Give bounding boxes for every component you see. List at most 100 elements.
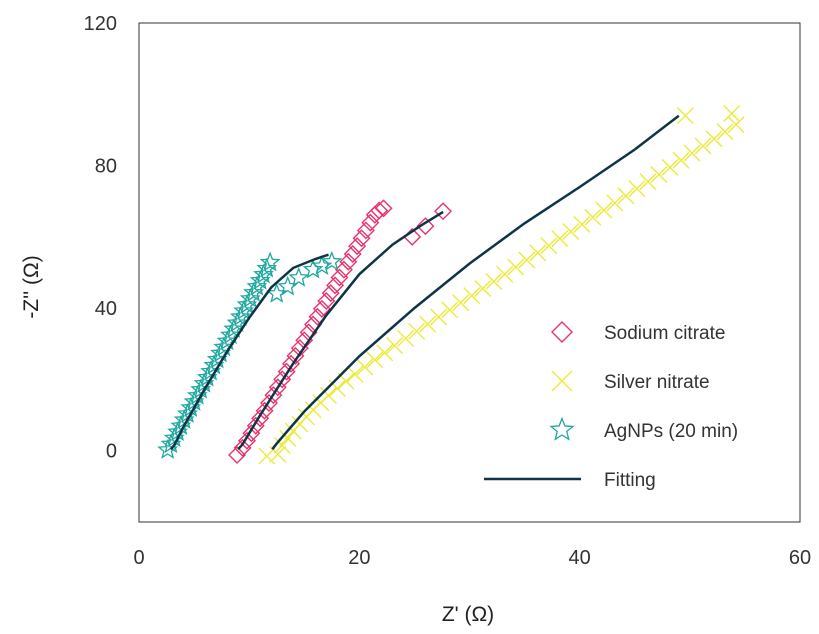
data-point [551, 321, 573, 343]
data-point [606, 194, 624, 212]
data-point [312, 299, 331, 318]
data-point [268, 378, 287, 397]
data-point [727, 116, 745, 134]
data-point [356, 221, 375, 240]
data-point [628, 180, 646, 198]
data-point [233, 438, 252, 457]
x-tick-label: 40 [569, 547, 591, 569]
data-point [562, 223, 580, 241]
data-point [249, 269, 271, 290]
data-point [256, 257, 278, 278]
x-tick-label: 0 [133, 547, 144, 569]
data-point [346, 365, 364, 383]
data-point [302, 258, 324, 279]
data-point [228, 446, 247, 464]
data-point [595, 201, 613, 219]
y-tick-label: 40 [95, 298, 117, 320]
data-point [705, 130, 723, 148]
data-point [308, 307, 327, 326]
data-point [282, 354, 301, 373]
data-point [343, 244, 362, 263]
data-point [356, 358, 374, 376]
y-tick-label: 0 [106, 441, 117, 463]
data-point [374, 199, 393, 218]
fit-line [237, 210, 444, 451]
legend-label: AgNPs (20 min) [604, 421, 738, 442]
data-point [408, 322, 426, 340]
data-point [723, 105, 741, 123]
fit-line [169, 253, 329, 451]
series-silver-nitrate [258, 105, 745, 465]
data-point [273, 370, 292, 389]
plot-border [138, 22, 801, 523]
data-point [279, 429, 297, 447]
data-point [163, 427, 185, 448]
data-point [650, 165, 668, 183]
data-point [255, 401, 274, 420]
data-point [233, 300, 255, 320]
data-point [661, 158, 679, 176]
y-tick-label: 120 [84, 13, 117, 35]
data-point [370, 201, 389, 220]
data-point [258, 447, 276, 465]
y-axis-title: -Z'' (Ω) [20, 255, 43, 318]
data-point [288, 266, 310, 287]
data-point [352, 229, 371, 248]
data-point [246, 416, 265, 435]
data-point [474, 280, 492, 298]
data-point [361, 213, 380, 232]
data-point [416, 217, 435, 236]
data-point [366, 351, 384, 369]
data-point [319, 386, 337, 404]
data-point [430, 308, 448, 326]
data-point [264, 386, 283, 405]
data-point [259, 251, 281, 272]
data-point [251, 409, 270, 428]
data-point [226, 312, 248, 332]
data-point [260, 393, 278, 412]
data-point [239, 287, 261, 308]
x-tick-label: 20 [348, 547, 370, 569]
data-point [243, 281, 265, 302]
series-fitting [169, 114, 680, 451]
data-point [716, 123, 734, 141]
data-point [253, 263, 274, 284]
data-point [434, 202, 453, 221]
data-point [551, 370, 573, 392]
data-point [397, 329, 415, 347]
data-point [419, 315, 437, 333]
data-point [317, 292, 336, 311]
data-point [277, 362, 296, 381]
data-point [237, 431, 256, 450]
data-point [549, 416, 575, 441]
data-point [639, 173, 657, 191]
data-point [672, 151, 690, 169]
data-point [683, 144, 701, 162]
data-point [246, 275, 268, 296]
data-point [326, 276, 345, 295]
data-point [507, 258, 525, 276]
data-point [540, 237, 558, 255]
data-point [277, 275, 299, 296]
y-tick-label: 80 [95, 156, 117, 178]
data-point [441, 301, 459, 319]
data-point [273, 436, 291, 454]
data-point [496, 265, 514, 283]
data-point [676, 107, 694, 125]
data-point [529, 244, 547, 262]
data-point [463, 287, 481, 305]
data-point [321, 284, 340, 303]
x-tick-label: 60 [789, 547, 811, 569]
data-point [339, 252, 358, 271]
legend: Sodium citrate Silver nitrate AgNPs (20 mi… [484, 321, 738, 491]
data-point [376, 344, 394, 362]
data-point [334, 260, 353, 279]
data-point [694, 137, 712, 155]
data-point [242, 424, 261, 443]
data-point [573, 215, 591, 233]
data-point [216, 330, 238, 351]
data-point [229, 306, 251, 326]
data-point [452, 294, 470, 312]
series-sodium-citrate [228, 199, 453, 464]
